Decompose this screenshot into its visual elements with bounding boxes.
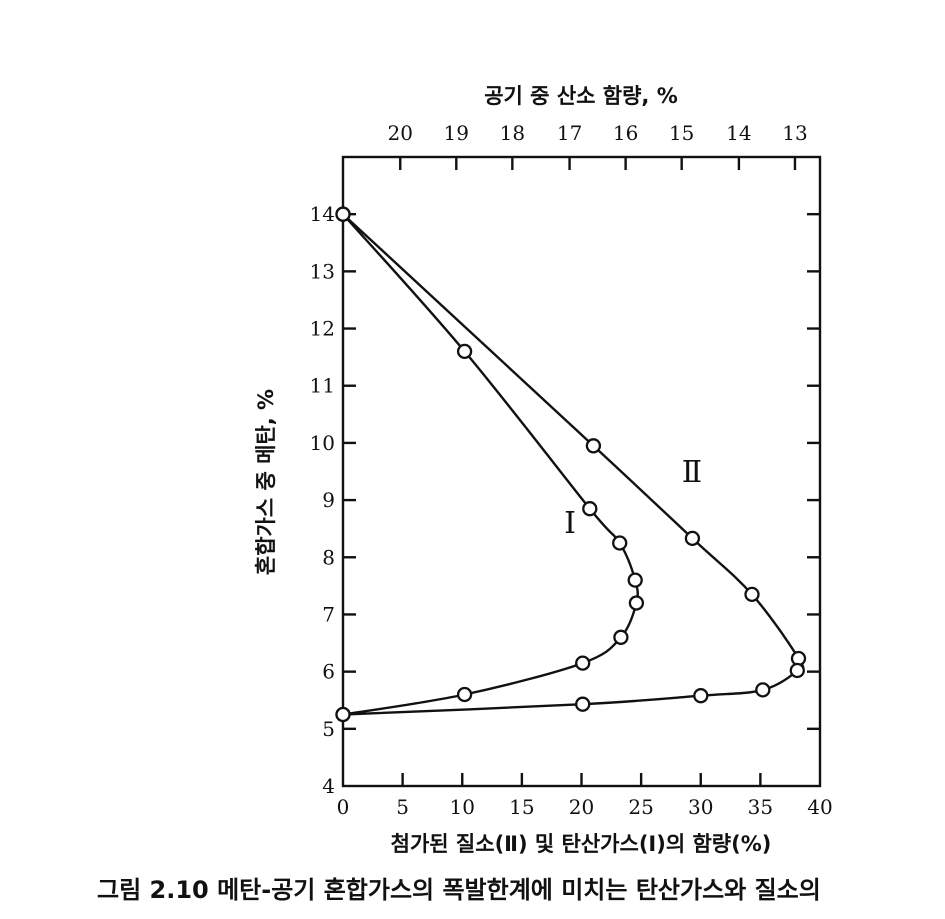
series-line-1 bbox=[342, 213, 639, 716]
y-tick-label: 4 bbox=[322, 774, 335, 798]
x-tick-label: 30 bbox=[688, 795, 713, 819]
data-point bbox=[582, 501, 598, 517]
top-tick-label: 15 bbox=[669, 121, 694, 145]
data-point bbox=[684, 530, 701, 547]
x-tick-label: 0 bbox=[337, 795, 350, 819]
top-tick-label: 18 bbox=[500, 121, 525, 145]
series-label-1: Ⅰ bbox=[564, 506, 576, 541]
top-tick-label: 19 bbox=[444, 121, 469, 145]
y-tick-label: 13 bbox=[310, 259, 335, 283]
top-tick-label: 13 bbox=[782, 121, 807, 145]
data-point bbox=[335, 706, 351, 723]
y-tick-label: 11 bbox=[310, 374, 335, 398]
x-tick-label: 35 bbox=[748, 795, 773, 819]
y-tick-label: 12 bbox=[310, 317, 335, 341]
data-point bbox=[585, 438, 602, 454]
top-tick-label: 20 bbox=[388, 121, 413, 145]
data-point bbox=[612, 535, 628, 551]
y-tick-label: 6 bbox=[322, 660, 335, 684]
x-tick-label: 20 bbox=[569, 795, 594, 819]
top-tick-label: 16 bbox=[613, 121, 638, 145]
y-tick-label: 7 bbox=[322, 602, 335, 626]
y-tick-label: 14 bbox=[310, 202, 335, 226]
data-point bbox=[627, 572, 643, 588]
data-point bbox=[789, 662, 805, 679]
x-tick-label: 25 bbox=[628, 795, 653, 819]
labels-layer: Ⅰ Ⅱ 첨가된 질소(Ⅱ) 및 탄산가스(Ⅰ)의 함량(%) 공기 중 산소 함량, … bbox=[97, 84, 821, 904]
data-point bbox=[744, 586, 760, 603]
figure-caption: 그림 2.10 메탄-공기 혼합가스의 폭발한계에 미치는 탄산가스와 질소의 bbox=[97, 876, 821, 904]
series-label-2: Ⅱ bbox=[682, 455, 702, 490]
data-point bbox=[613, 629, 629, 645]
data-point bbox=[456, 686, 473, 703]
x-tick-label: 5 bbox=[396, 795, 409, 819]
x-tick-label: 40 bbox=[807, 795, 832, 819]
data-point bbox=[456, 343, 473, 360]
y-tick-label: 5 bbox=[322, 717, 335, 741]
data-point bbox=[575, 655, 591, 671]
y-tick-label: 9 bbox=[322, 488, 335, 512]
data-point bbox=[693, 688, 709, 704]
x-axis-title: 첨가된 질소(Ⅱ) 및 탄산가스(Ⅰ)의 함량(%) bbox=[391, 832, 772, 856]
data-point bbox=[335, 206, 351, 222]
y-tick-label: 10 bbox=[310, 431, 335, 455]
top-tick-label: 17 bbox=[557, 121, 582, 145]
data-point bbox=[575, 696, 591, 712]
data-point bbox=[628, 595, 645, 611]
x-tick-label: 15 bbox=[509, 795, 534, 819]
top-tick-label: 14 bbox=[726, 121, 751, 145]
y-tick-label: 8 bbox=[322, 545, 335, 569]
series-layer bbox=[335, 206, 807, 723]
data-point bbox=[755, 682, 771, 698]
y-axis-title: 혼합가스 중 메탄, % bbox=[254, 389, 278, 575]
top-axis-title: 공기 중 산소 함량, % bbox=[484, 84, 678, 108]
x-tick-label: 10 bbox=[450, 795, 475, 819]
